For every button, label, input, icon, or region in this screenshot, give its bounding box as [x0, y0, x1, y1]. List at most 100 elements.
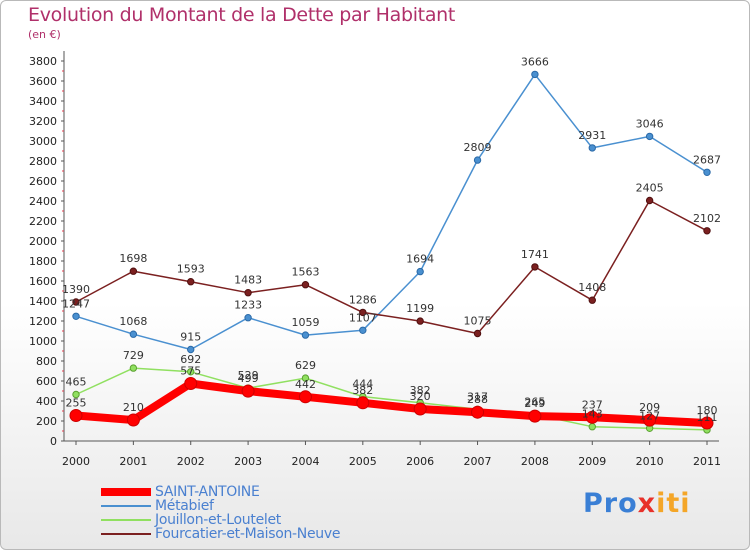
data-label: 265 [524, 396, 545, 409]
y-tick-label: 3600 [29, 75, 57, 88]
x-tick-label: 2001 [119, 455, 147, 468]
logo-text: x [637, 488, 657, 519]
y-tick-label: 1600 [29, 275, 57, 288]
data-point [416, 317, 424, 325]
y-tick-label: 3000 [29, 135, 57, 148]
data-point [413, 402, 427, 416]
data-label: 915 [180, 331, 201, 344]
y-tick-label: 1400 [29, 295, 57, 308]
data-point [473, 329, 482, 338]
data-label: 1075 [464, 315, 492, 328]
x-tick-label: 2000 [62, 455, 90, 468]
data-label: 499 [238, 372, 259, 385]
legend-label: Jouillon-et-Loutelet [155, 512, 281, 528]
data-label: 2405 [636, 182, 664, 195]
y-tick-label: 400 [36, 395, 57, 408]
y-tick-label: 2600 [29, 175, 57, 188]
data-point [473, 156, 482, 164]
data-point [184, 377, 198, 390]
data-label: 317 [467, 390, 488, 403]
data-point [244, 314, 252, 322]
data-point [588, 423, 596, 431]
data-label: 1233 [234, 299, 262, 312]
data-point [700, 416, 714, 430]
data-label: 729 [123, 349, 144, 362]
data-label: 127 [639, 409, 660, 422]
y-tick-label: 0 [50, 435, 57, 448]
data-point [187, 345, 195, 354]
data-label: 2687 [693, 153, 721, 166]
legend-swatch [101, 519, 151, 521]
legend-label: Métabief [155, 498, 214, 514]
data-label: 1068 [119, 315, 147, 328]
data-point [241, 384, 255, 398]
x-tick-label: 2006 [406, 455, 434, 468]
data-label: 1247 [62, 297, 90, 310]
series-line-3 [75, 199, 708, 335]
y-tick-label: 600 [36, 375, 57, 388]
data-point [585, 410, 599, 424]
x-tick-label: 2003 [234, 455, 262, 468]
data-label: 320 [410, 390, 431, 403]
data-label: 143 [582, 408, 603, 421]
data-label: 1199 [406, 302, 434, 315]
data-label: 1408 [578, 281, 606, 294]
data-point [244, 289, 252, 297]
data-point [643, 413, 657, 427]
data-point [531, 263, 539, 271]
data-point [72, 390, 80, 399]
data-label: 382 [352, 384, 373, 397]
data-point [703, 227, 711, 235]
legend-label: Fourcatier-et-Maison-Neuve [155, 526, 341, 542]
y-tick-label: 200 [36, 415, 57, 428]
logo-text: iti [656, 488, 691, 519]
data-label: 465 [66, 376, 87, 389]
data-point [126, 413, 140, 427]
y-tick-label: 1200 [29, 315, 57, 328]
data-label: 3666 [521, 55, 549, 68]
data-point [69, 409, 83, 422]
data-label: 210 [123, 401, 144, 414]
legend-swatch [101, 505, 151, 507]
x-tick-label: 2008 [521, 455, 549, 468]
x-tick-label: 2002 [177, 455, 205, 468]
data-point [187, 368, 195, 376]
chart-title: Evolution du Montant de la Dette par Hab… [28, 4, 456, 26]
data-point [588, 144, 596, 152]
data-point [703, 168, 711, 177]
proxiti-logo: Proxiti [583, 488, 691, 519]
data-label: 255 [66, 397, 87, 410]
data-point [359, 308, 367, 317]
y-tick-label: 2400 [29, 195, 57, 208]
data-label: 2931 [578, 129, 606, 142]
y-tick-label: 3200 [29, 115, 57, 128]
data-point [298, 390, 312, 404]
data-point [356, 396, 370, 410]
x-tick-label: 2004 [291, 455, 319, 468]
data-point [129, 267, 138, 275]
data-label: 442 [295, 378, 316, 391]
data-label: 111 [697, 411, 718, 424]
y-tick-label: 2000 [29, 235, 57, 248]
series-line-2 [75, 367, 708, 431]
data-label: 1107 [349, 311, 377, 324]
y-tick-label: 3400 [29, 95, 57, 108]
y-tick-label: 3800 [29, 55, 57, 68]
legend-label: SAINT-ANTOINE [155, 484, 260, 500]
data-point [129, 330, 138, 338]
data-point [187, 278, 195, 286]
data-point [588, 296, 596, 304]
data-label: 1698 [119, 252, 147, 265]
x-tick-label: 2011 [693, 455, 721, 468]
data-label: 575 [180, 365, 201, 378]
data-label: 1741 [521, 248, 549, 261]
data-point [301, 281, 310, 289]
data-point [301, 331, 310, 339]
data-label: 180 [697, 404, 718, 417]
data-label: 629 [295, 359, 316, 372]
data-point [72, 312, 80, 320]
data-label: 2809 [464, 141, 492, 154]
y-tick-label: 2800 [29, 155, 57, 168]
chart-subtitle: (en €) [28, 28, 61, 41]
